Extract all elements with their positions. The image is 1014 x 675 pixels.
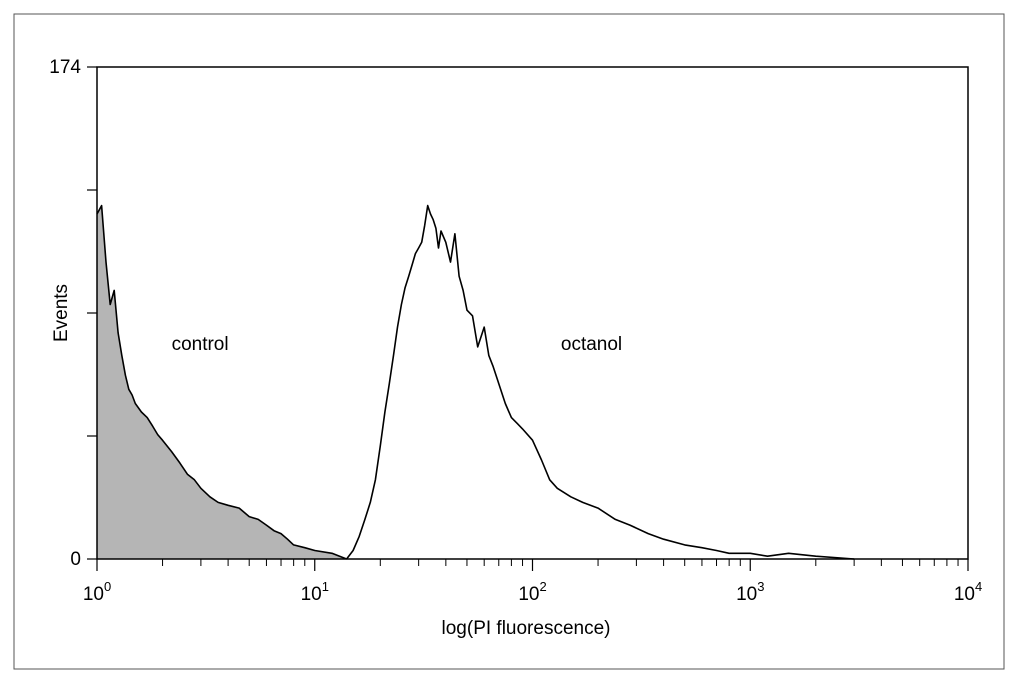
x-tick-label-4: 104 [954,579,982,605]
x-tick-label-2: 102 [518,579,546,605]
y-tick-label-0: 0 [70,549,81,570]
annotation-control: control [172,334,229,355]
annotation-octanol: octanol [561,334,622,355]
series-line-octanol [345,204,855,560]
series-line-control [96,204,347,560]
y-axis-label: Events [51,284,72,342]
y-tick-label-1: 174 [49,57,81,78]
x-tick-label-1: 101 [301,579,329,605]
x-axis-label: log(PI fluorescence) [442,618,611,639]
axes: 100 101 102 103 104 0 174 [49,57,982,605]
series-area-control [97,205,347,559]
x-tick-label-0: 100 [83,579,111,605]
plot-area: control octanol [96,204,855,560]
figure-border [13,13,1005,670]
x-tick-label-3: 103 [736,579,764,605]
